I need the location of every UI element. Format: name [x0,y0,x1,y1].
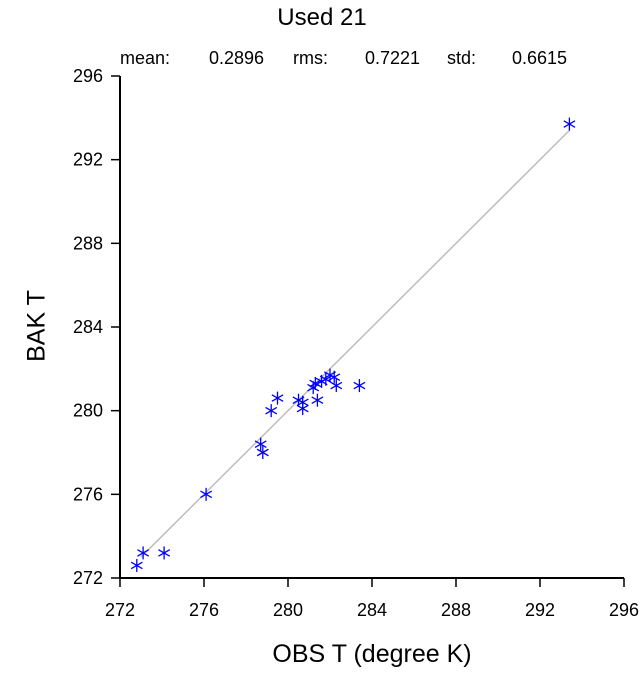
chart-title: Used 21 [277,4,367,31]
mean-label: mean: [120,48,171,68]
data-point [254,437,267,451]
data-point [309,376,322,390]
std-label: std: [447,48,477,68]
data-point [311,393,324,407]
y-tick-label: 276 [73,484,103,504]
x-tick-label: 292 [525,600,555,620]
data-point [296,402,309,416]
data-point [307,381,320,395]
reference-line [140,129,570,558]
y-tick-label: 272 [73,568,103,588]
data-point [158,546,171,560]
rms-label: rms: [293,48,328,68]
x-tick-label: 284 [357,600,387,620]
data-point [353,379,366,393]
data-point [271,391,284,405]
y-axis-label: BAK T [22,290,51,362]
data-point [563,117,576,131]
x-tick-label: 288 [441,600,471,620]
y-tick-label: 284 [73,317,103,337]
data-point [130,558,143,572]
y-tick-label: 288 [73,233,103,253]
rms-value: 0.7221 [365,48,421,68]
data-point [265,404,278,418]
y-tick-label: 280 [73,401,103,421]
mean-value: 0.2896 [209,48,265,68]
std-value: 0.6615 [512,48,568,68]
x-tick-label: 280 [273,600,303,620]
y-tick-label: 296 [73,66,103,86]
x-tick-label: 296 [609,600,639,620]
data-point [137,546,150,560]
data-point [256,446,269,459]
data-point [330,379,343,393]
data-point [328,370,341,384]
y-tick-label: 292 [73,150,103,170]
x-tick-label: 272 [105,600,135,620]
x-axis-label: OBS T (degree K) [272,640,472,668]
data-point [200,487,213,501]
x-tick-label: 276 [189,600,219,620]
